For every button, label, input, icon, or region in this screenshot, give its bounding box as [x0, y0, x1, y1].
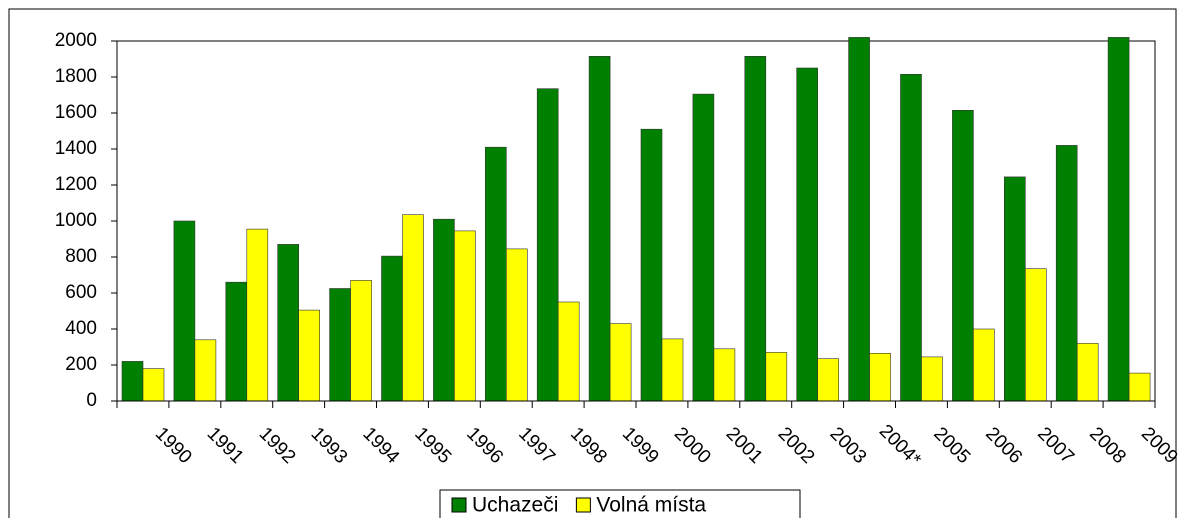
- bar: [796, 67, 819, 402]
- x-tick-label: 1995: [410, 423, 455, 468]
- y-tick-label: 600: [65, 282, 97, 303]
- bar: [402, 214, 424, 402]
- bar: [1076, 343, 1099, 402]
- bar: [484, 146, 507, 402]
- bar: [536, 88, 559, 402]
- x-tick-label: 1997: [514, 423, 559, 468]
- x-tick-label: 1999: [618, 423, 663, 468]
- y-tick-label: 1000: [55, 210, 97, 231]
- x-tick-label: 1991: [203, 423, 248, 468]
- bar: [173, 220, 196, 402]
- legend-label: Volná místa: [596, 494, 706, 517]
- y-tick-label: 1200: [55, 174, 97, 195]
- bar: [744, 55, 767, 402]
- bar: [848, 37, 870, 402]
- x-tick-label: 2006: [981, 423, 1026, 468]
- x-tick-label: 1993: [307, 423, 352, 468]
- bar: [381, 255, 403, 402]
- bar: [1107, 37, 1130, 402]
- bar: [329, 288, 351, 402]
- bar: [817, 358, 840, 402]
- bar: [194, 339, 217, 402]
- x-tick-label: 2008: [1085, 423, 1130, 468]
- x-tick-label: 2004*: [875, 421, 925, 471]
- bar: [350, 280, 372, 402]
- bar: [1128, 372, 1151, 402]
- y-tick-label: 2000: [55, 30, 97, 51]
- x-tick-label: 2007: [1033, 423, 1078, 468]
- bar: [640, 128, 663, 402]
- bar: [661, 338, 684, 402]
- y-tick-label: 800: [65, 246, 97, 267]
- x-tick-label: 2001: [722, 423, 767, 468]
- legend-frame: [439, 489, 801, 518]
- chart-frame: [8, 8, 1177, 518]
- x-tick-label: 1990: [151, 423, 196, 468]
- y-tick-label: 0: [86, 390, 97, 411]
- bar: [121, 361, 144, 402]
- x-tick-label: 1994: [358, 423, 403, 468]
- bar: [609, 323, 632, 402]
- y-tick-label: 1600: [55, 102, 97, 123]
- bar: [1003, 176, 1026, 402]
- bar: [557, 301, 580, 402]
- bar: [246, 228, 269, 402]
- x-tick-label: 1998: [566, 423, 611, 468]
- plot-frame: [116, 40, 1156, 402]
- bar: [588, 55, 611, 402]
- x-tick-label: 2005: [929, 423, 974, 468]
- x-tick-label: 1996: [462, 423, 507, 468]
- bar: [713, 348, 736, 402]
- y-tick-label: 1400: [55, 138, 97, 159]
- y-tick-label: 1800: [55, 66, 97, 87]
- x-tick-label: 2009: [1137, 423, 1182, 468]
- bar: [973, 328, 995, 402]
- bar: [869, 352, 891, 402]
- legend-label: Uchazeči: [472, 494, 558, 517]
- bar: [298, 309, 321, 402]
- x-tick-label: 1992: [255, 423, 300, 468]
- bar: [765, 352, 788, 402]
- y-tick-label: 400: [65, 318, 97, 339]
- bar: [142, 368, 165, 402]
- bar: [692, 93, 715, 402]
- x-tick-label: 2000: [670, 423, 715, 468]
- bar: [1055, 145, 1078, 402]
- bar: [952, 110, 974, 402]
- bar: [454, 230, 476, 402]
- x-tick-label: 2002: [774, 423, 819, 468]
- bar: [433, 218, 455, 402]
- y-tick-label: 200: [65, 354, 97, 375]
- x-tick-label: 2003: [826, 423, 871, 468]
- bar: [505, 248, 528, 402]
- legend-swatch: [575, 497, 591, 513]
- bar: [1025, 268, 1047, 402]
- bar: [900, 74, 922, 402]
- bar: [225, 281, 248, 402]
- bar: [921, 356, 943, 402]
- legend-swatch: [451, 497, 467, 513]
- bar: [277, 244, 300, 402]
